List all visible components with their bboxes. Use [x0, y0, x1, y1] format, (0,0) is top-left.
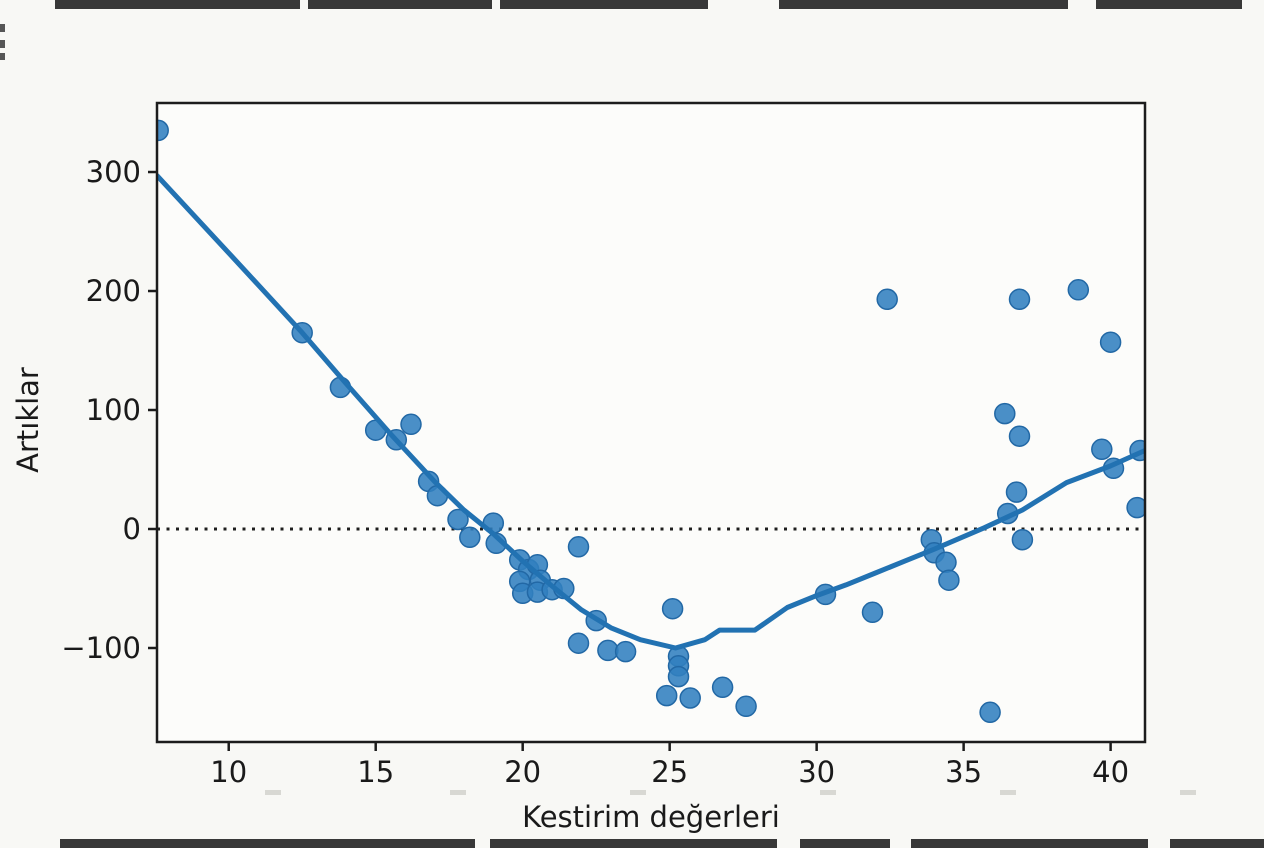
- scan-artifact-bottom-strip: [490, 839, 777, 848]
- scatter-point: [661, 597, 684, 620]
- y-tick-label: 0: [123, 512, 141, 546]
- y-tick-label: 100: [86, 393, 141, 427]
- scatter-point: [1099, 331, 1122, 353]
- scan-artifact-bottom-strip: [911, 839, 1148, 848]
- scan-artifact-bottom-strip: [800, 839, 890, 848]
- y-tick-label: 200: [86, 274, 141, 308]
- scan-artifact-top-strip: [1096, 0, 1242, 9]
- scan-artifact-faint-dash: [265, 790, 281, 795]
- scatter-point: [614, 640, 637, 663]
- scatter-point: [994, 402, 1016, 425]
- scan-artifact-faint-dash: [820, 790, 836, 795]
- scatter-point: [567, 632, 590, 654]
- scan-artifact-faint-dash: [630, 790, 646, 795]
- scatter-point: [1126, 496, 1145, 519]
- scatter-point: [935, 551, 957, 574]
- scatter-point: [1005, 481, 1028, 503]
- scatter-point: [876, 288, 898, 311]
- x-tick-label: 25: [651, 755, 688, 789]
- x-tick-label: 40: [1092, 755, 1129, 789]
- scatter-point: [679, 687, 701, 709]
- scan-artifact-top-strip: [500, 0, 708, 9]
- y-tick-label: −100: [61, 631, 141, 665]
- scatter-point: [567, 536, 590, 558]
- scatter-point: [459, 526, 481, 549]
- x-tick-label: 15: [357, 755, 394, 789]
- scatter-point: [597, 639, 619, 662]
- scatter-point: [861, 601, 884, 624]
- scatter-point: [979, 701, 1001, 724]
- scan-artifact-edge-mark: [0, 24, 5, 32]
- scatter-point: [1008, 425, 1031, 447]
- axes-spines: [155, 101, 1147, 744]
- scatter-point: [1011, 528, 1034, 551]
- scan-artifact-faint-dash: [450, 790, 466, 795]
- scatter-point: [1091, 438, 1113, 461]
- x-tick-label: 20: [504, 755, 541, 789]
- x-tick-label: 30: [798, 755, 835, 789]
- scatter-point: [400, 413, 422, 436]
- scan-artifact-top-strip: [308, 0, 492, 9]
- x-axis-label: Kestirim değerleri: [522, 800, 780, 834]
- scatter-point: [711, 676, 734, 699]
- lowess-line: [157, 173, 1145, 651]
- scatter-point: [735, 695, 757, 718]
- scan-artifact-top-strip: [779, 0, 1068, 9]
- scatter-point: [667, 665, 690, 688]
- x-tick-label: 35: [945, 755, 982, 789]
- scatter-point: [655, 684, 678, 707]
- y-tick-label: 300: [86, 155, 141, 189]
- scan-artifact-faint-dash: [1180, 790, 1196, 795]
- scatter-point: [938, 569, 960, 591]
- scan-artifact-edge-mark: [0, 40, 5, 48]
- scan-artifact-bottom-strip: [1170, 839, 1264, 848]
- scan-artifact-faint-dash: [1000, 790, 1016, 795]
- scan-artifact-top-strip: [55, 0, 300, 9]
- x-tick-label: 10: [210, 755, 247, 789]
- scatter-point: [1008, 288, 1031, 311]
- scatter-point: [447, 508, 469, 531]
- scan-artifact-bottom-strip: [60, 839, 475, 848]
- scan-artifact-edge-mark: [0, 53, 5, 60]
- scatter-point: [1067, 279, 1090, 301]
- plot-area: [157, 103, 1145, 742]
- y-axis-label: Artıklar: [11, 367, 45, 473]
